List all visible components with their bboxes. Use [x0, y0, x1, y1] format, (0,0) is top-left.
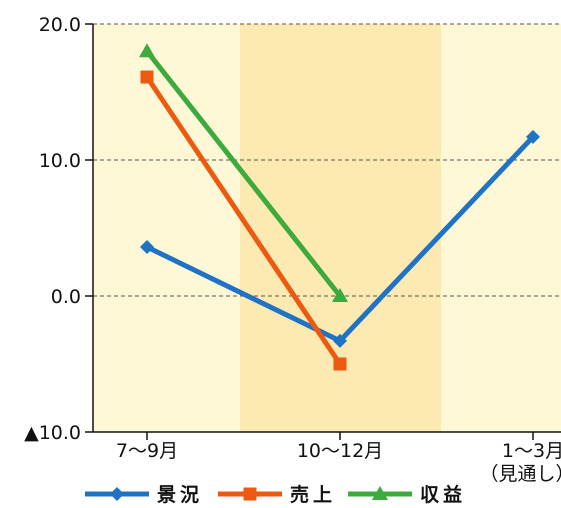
series-line	[145, 49, 342, 298]
x-tick-label: 10～12月	[297, 440, 383, 462]
series-売上	[140, 70, 347, 371]
axes	[85, 23, 561, 440]
data-point	[526, 129, 540, 144]
data-point	[333, 357, 347, 371]
data-point	[332, 288, 348, 302]
legend-label: 売上	[290, 483, 336, 506]
legend-item-収益: 収益	[348, 483, 466, 506]
legend-item-売上: 売上	[218, 483, 336, 506]
x-tick-labels: 7～9月 10～12月 1～3月（見通し）	[116, 440, 561, 485]
x-tick-label: 7～9月	[116, 440, 178, 462]
y-tick-label: 10.0	[39, 150, 81, 172]
gridlines	[93, 23, 561, 297]
series-収益	[139, 43, 348, 302]
x-tick-note: （見通し）	[479, 463, 561, 485]
legend-label: 景況	[157, 483, 203, 506]
series-景況	[140, 129, 540, 348]
x-tick-label: 1～3月	[502, 440, 561, 462]
data-point	[139, 43, 155, 58]
data-point	[140, 240, 154, 255]
y-tick-label: ▲10.0	[24, 422, 81, 444]
y-tick-labels: 20.0 10.0 0.0 ▲10.0	[24, 14, 81, 444]
legend-marker	[110, 487, 124, 501]
legend-label: 収益	[420, 483, 466, 506]
y-tick-label: 0.0	[51, 286, 81, 308]
plot-background	[93, 24, 561, 432]
shaded-band	[240, 24, 441, 432]
legend: 景況 売上 収益	[85, 483, 466, 506]
legend-item-景況: 景況	[85, 483, 203, 506]
data-point	[333, 333, 347, 348]
legend-marker	[243, 487, 257, 501]
data-point	[140, 70, 154, 84]
series	[139, 43, 540, 371]
series-line	[144, 75, 343, 366]
legend-marker	[372, 486, 388, 500]
y-tick-label: 20.0	[39, 14, 81, 36]
